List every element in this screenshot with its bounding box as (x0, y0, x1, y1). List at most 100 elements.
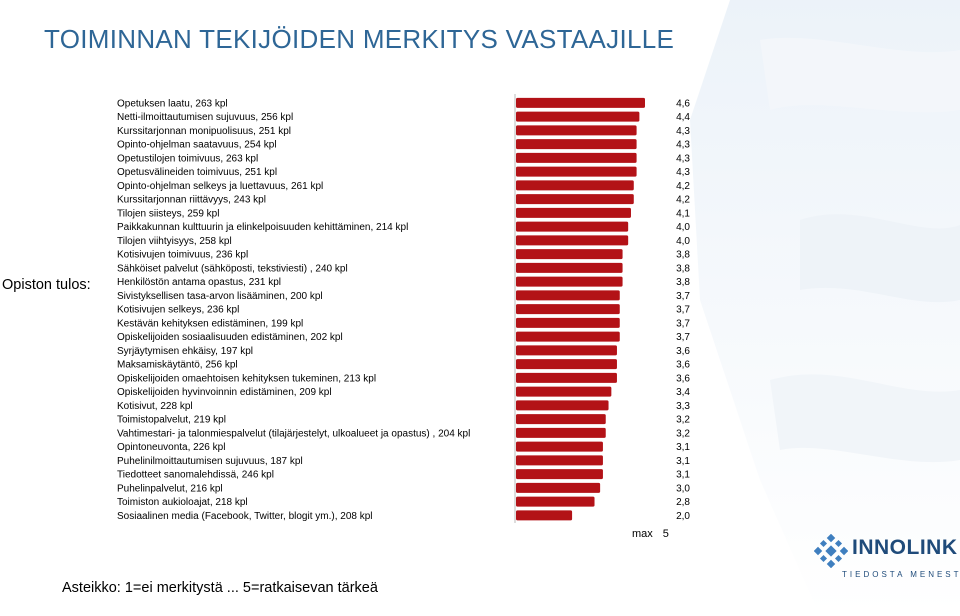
bar-13 (516, 262, 623, 273)
bar-4 (516, 139, 637, 150)
bar-8 (516, 194, 634, 205)
value-label-7: 4,2 (676, 181, 690, 192)
value-label-8: 4,2 (676, 195, 690, 206)
value-label-29: 3,0 (676, 483, 690, 494)
bar-17 (516, 317, 620, 328)
bar-25 (516, 427, 606, 438)
bar-10 (516, 221, 629, 232)
category-label-6: Opetusvälineiden toimivuus, 251 kpl (117, 167, 277, 178)
category-label-7: Opinto-ohjelman selkeys ja luettavuus, 2… (117, 181, 323, 192)
logo-name: INNOLINK (852, 536, 958, 559)
value-label-18: 3,7 (676, 332, 690, 343)
bar-2 (516, 111, 640, 122)
value-label-3: 4,3 (676, 126, 690, 137)
bar-3 (516, 125, 637, 136)
category-label-19: Syrjäytymisen ehkäisy, 197 kpl (117, 346, 253, 357)
category-label-2: Netti-ilmoittautumisen sujuvuus, 256 kpl (117, 112, 293, 123)
category-label-26: Opintoneuvonta, 226 kpl (117, 442, 225, 453)
bar-18 (516, 331, 620, 342)
bar-16 (516, 304, 620, 315)
value-label-12: 3,8 (676, 250, 690, 261)
category-label-21: Opiskelijoiden omaehtoisen kehityksen tu… (117, 373, 376, 384)
bar-9 (516, 207, 631, 218)
category-label-8: Kurssitarjonnan riittävyys, 243 kpl (117, 195, 266, 206)
category-label-20: Maksamiskäytäntö, 256 kpl (117, 360, 238, 371)
category-label-22: Opiskelijoiden hyvinvoinnin edistäminen,… (117, 387, 332, 398)
category-label-3: Kurssitarjonnan monipuolisuus, 251 kpl (117, 126, 291, 137)
value-label-1: 4,6 (676, 98, 690, 109)
value-label-11: 4,0 (676, 236, 690, 247)
value-label-23: 3,3 (676, 401, 690, 412)
logo-tagline: TIEDOSTA MENESTYS (842, 570, 960, 579)
value-label-24: 3,2 (676, 415, 690, 426)
category-label-10: Paikkakunnan kulttuurin ja elinkelpoisuu… (117, 222, 408, 233)
category-label-30: Toimiston aukioloajat, 218 kpl (117, 497, 248, 508)
value-label-6: 4,3 (676, 167, 690, 178)
category-label-29: Puhelinpalvelut, 216 kpl (117, 483, 223, 494)
category-label-25: Vahtimestari- ja talonmiespalvelut (tila… (117, 428, 470, 439)
bar-31 (516, 510, 573, 521)
category-label-4: Opinto-ohjelman saatavuus, 254 kpl (117, 140, 277, 151)
value-label-13: 3,8 (676, 263, 690, 274)
value-label-20: 3,6 (676, 360, 690, 371)
category-label-14: Henkilöstön antama opastus, 231 kpl (117, 277, 281, 288)
scale-footnote: Asteikko: 1=ei merkitystä ... 5=ratkaise… (62, 580, 378, 596)
value-label-30: 2,8 (676, 497, 690, 508)
category-label-23: Kotisivut, 228 kpl (117, 401, 193, 412)
bar-11 (516, 235, 629, 246)
value-label-26: 3,1 (676, 442, 690, 453)
bar-22 (516, 386, 612, 397)
category-label-1: Opetuksen laatu, 263 kpl (117, 98, 228, 109)
bar-15 (516, 290, 620, 301)
bar-14 (516, 276, 623, 287)
value-label-16: 3,7 (676, 305, 690, 316)
category-label-5: Opetustilojen toimivuus, 263 kpl (117, 153, 258, 164)
category-label-31: Sosiaalinen media (Facebook, Twitter, bl… (117, 511, 373, 522)
bar-20 (516, 359, 617, 370)
category-label-13: Sähköiset palvelut (sähköposti, tekstivi… (117, 263, 348, 274)
category-label-9: Tilojen siisteys, 259 kpl (117, 208, 219, 219)
value-label-17: 3,7 (676, 318, 690, 329)
bar-21 (516, 372, 617, 383)
category-label-27: Puhelinilmoittautumisen sujuvuus, 187 kp… (117, 456, 303, 467)
bar-29 (516, 482, 601, 493)
bar-27 (516, 455, 603, 466)
category-label-16: Kotisivujen selkeys, 236 kpl (117, 305, 239, 316)
value-label-22: 3,4 (676, 387, 690, 398)
bar-30 (516, 496, 595, 507)
logo-mark-icon (814, 534, 848, 568)
value-label-10: 4,0 (676, 222, 690, 233)
bar-26 (516, 441, 603, 452)
category-label-11: Tilojen viihtyisyys, 258 kpl (117, 236, 232, 247)
bar-5 (516, 152, 637, 163)
bar-23 (516, 400, 609, 411)
bar-19 (516, 345, 617, 356)
value-label-31: 2,0 (676, 511, 690, 522)
category-label-12: Kotisivujen toimivuus, 236 kpl (117, 250, 248, 261)
page-title: TOIMINNAN TEKIJÖIDEN MERKITYS VASTAAJILL… (44, 24, 675, 54)
category-label-24: Toimistopalvelut, 219 kpl (117, 415, 226, 426)
results-side-label: Opiston tulos: (2, 277, 91, 293)
value-label-4: 4,3 (676, 140, 690, 151)
bar-1 (516, 97, 645, 108)
value-label-21: 3,6 (676, 373, 690, 384)
value-label-19: 3,6 (676, 346, 690, 357)
value-label-28: 3,1 (676, 470, 690, 481)
max-legend: max 5 (632, 528, 669, 540)
value-label-15: 3,7 (676, 291, 690, 302)
value-label-25: 3,2 (676, 428, 690, 439)
bar-7 (516, 180, 634, 191)
category-label-18: Opiskelijoiden sosiaalisuuden edistämine… (117, 332, 343, 343)
bar-6 (516, 166, 637, 177)
category-label-15: Sivistyksellisen tasa-arvon lisääminen, … (117, 291, 323, 302)
category-label-17: Kestävän kehityksen edistäminen, 199 kpl (117, 318, 303, 329)
max-label-text: max (632, 528, 653, 540)
max-value-text: 5 (662, 528, 669, 540)
bar-24 (516, 414, 606, 425)
category-label-28: Tiedotteet sanomalehdissä, 246 kpl (117, 470, 274, 481)
bar-28 (516, 469, 603, 480)
value-label-9: 4,1 (676, 208, 690, 219)
company-logo: INNOLINK TIEDOSTA MENESTYS (812, 532, 960, 584)
